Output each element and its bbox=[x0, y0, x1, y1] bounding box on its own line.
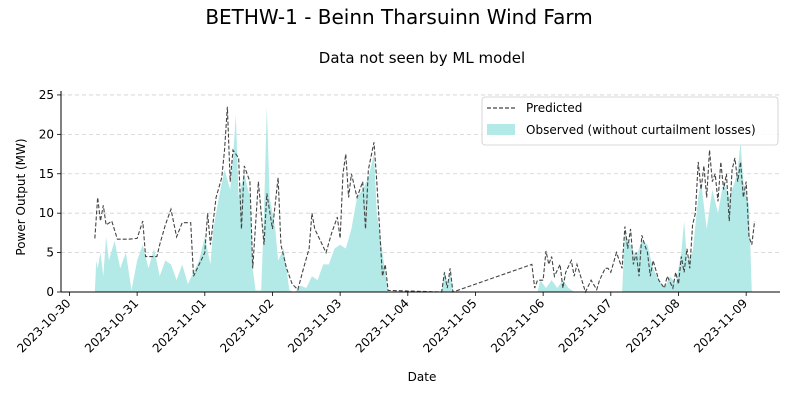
x-tick-label-6: 2023-11-05 bbox=[420, 296, 479, 355]
predicted-line-layer bbox=[94, 106, 756, 294]
x-tick-label-8: 2023-11-07 bbox=[556, 296, 615, 355]
x-axis-label: Date bbox=[408, 370, 437, 384]
x-tick-label-2: 2023-11-01 bbox=[150, 296, 209, 355]
x-tick-label-10: 2023-11-09 bbox=[691, 296, 750, 355]
observed-area bbox=[94, 106, 752, 292]
legend-predicted-label: Predicted bbox=[526, 101, 582, 115]
y-axis-label: Power Output (MW) bbox=[14, 138, 28, 255]
legend-observed-label: Observed (without curtailment losses) bbox=[526, 123, 756, 137]
y-tick-label-0: 0 bbox=[46, 285, 54, 299]
y-tick-label-20: 20 bbox=[39, 127, 54, 141]
x-tick-label-0: 2023-10-30 bbox=[14, 296, 73, 355]
chart-subtitle: Data not seen by ML model bbox=[319, 49, 525, 67]
y-tick-label-15: 15 bbox=[39, 167, 54, 181]
y-tick-label-25: 25 bbox=[39, 88, 54, 102]
y-tick-label-10: 10 bbox=[39, 206, 54, 220]
legend-box bbox=[481, 96, 779, 146]
y-tick-label-5: 5 bbox=[46, 246, 54, 260]
x-tick-label-9: 2023-11-08 bbox=[623, 296, 682, 355]
legend: Predicted Observed (without curtailment … bbox=[481, 96, 779, 146]
legend-observed-swatch bbox=[487, 124, 515, 135]
observed-area-layer bbox=[94, 106, 752, 292]
x-tick-label-4: 2023-11-03 bbox=[285, 296, 344, 355]
x-tick-label-1: 2023-10-31 bbox=[82, 296, 141, 355]
predicted-line bbox=[94, 106, 756, 294]
x-tick-label-7: 2023-11-06 bbox=[488, 296, 547, 355]
x-tick-label-3: 2023-11-02 bbox=[217, 296, 276, 355]
x-tick-label-5: 2023-11-04 bbox=[353, 296, 412, 355]
chart-title: BETHW-1 - Beinn Tharsuinn Wind Farm bbox=[205, 5, 592, 29]
